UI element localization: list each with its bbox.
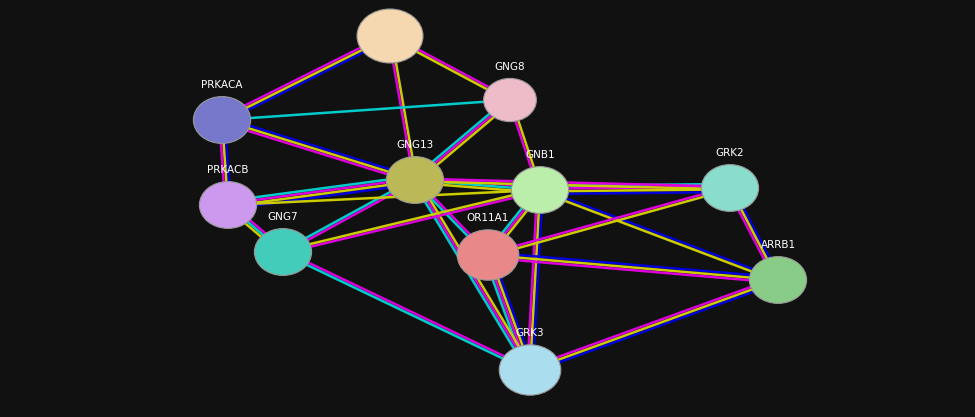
Text: ARRB1: ARRB1 — [760, 240, 796, 250]
Ellipse shape — [254, 229, 312, 275]
Ellipse shape — [512, 167, 568, 214]
Ellipse shape — [357, 9, 423, 63]
Text: PRKACB: PRKACB — [208, 165, 249, 175]
Text: GNG8: GNG8 — [494, 62, 526, 72]
Text: GNG7: GNG7 — [268, 212, 298, 222]
Text: GNAL: GNAL — [375, 0, 405, 2]
Ellipse shape — [750, 256, 806, 304]
Text: GNG13: GNG13 — [397, 140, 434, 150]
Ellipse shape — [484, 78, 536, 122]
Ellipse shape — [701, 165, 759, 211]
Text: PRKACA: PRKACA — [201, 80, 243, 90]
Text: OR11A1: OR11A1 — [467, 213, 509, 223]
Ellipse shape — [457, 230, 519, 280]
Ellipse shape — [193, 97, 251, 143]
Ellipse shape — [200, 181, 256, 229]
Ellipse shape — [499, 345, 561, 395]
Ellipse shape — [386, 157, 444, 203]
Text: GNB1: GNB1 — [526, 150, 555, 160]
Text: GRK3: GRK3 — [516, 328, 544, 338]
Text: GRK2: GRK2 — [716, 148, 744, 158]
